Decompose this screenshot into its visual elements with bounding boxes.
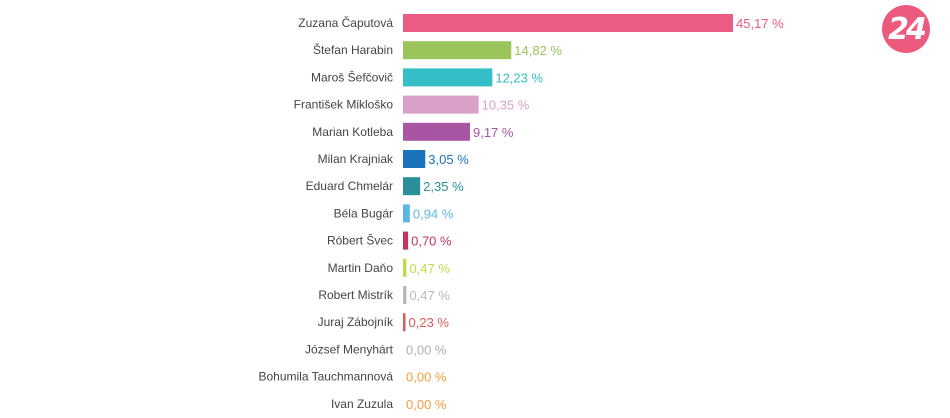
category-label: Milan Krajniak	[318, 152, 394, 166]
category-label: Štefan Harabin	[313, 42, 393, 57]
bar	[403, 68, 493, 87]
value-label: 2,35 %	[423, 179, 464, 194]
bar	[403, 95, 479, 114]
bar	[403, 122, 470, 141]
bar	[403, 313, 406, 332]
bar	[403, 231, 409, 250]
value-label: 0,70 %	[411, 234, 452, 249]
value-label: 9,17 %	[473, 125, 514, 140]
value-label: 10,35 %	[482, 98, 530, 113]
value-label: 12,23 %	[495, 70, 543, 85]
category-label: Marian Kotleba	[312, 125, 393, 139]
bar	[403, 286, 407, 304]
value-label: 0,00 %	[406, 397, 447, 412]
category-label: Zuzana Čaputová	[298, 15, 393, 30]
value-label: 0,47 %	[409, 261, 450, 276]
value-label: 0,00 %	[406, 342, 447, 357]
bar	[403, 258, 407, 277]
bar	[403, 150, 426, 168]
value-label: 0,47 %	[409, 288, 450, 303]
bar	[403, 177, 421, 196]
category-label: Eduard Chmelár	[306, 179, 393, 193]
category-label: Robert Mistrík	[318, 288, 394, 302]
category-label: Ivan Zuzula	[331, 397, 393, 411]
brand-logo: 24	[882, 5, 930, 53]
value-label: 0,23 %	[409, 315, 450, 330]
value-label: 3,05 %	[428, 152, 469, 167]
value-label: 0,94 %	[413, 206, 454, 221]
bar	[403, 41, 512, 60]
category-label: József Menyhárt	[305, 342, 394, 356]
bar	[403, 204, 410, 223]
bar	[403, 14, 733, 32]
category-label: Martin Daňo	[328, 261, 394, 275]
category-label: Juraj Zábojník	[318, 315, 394, 329]
category-label: Béla Bugár	[334, 206, 393, 220]
value-label: 14,82 %	[514, 43, 562, 58]
category-label: Maroš Šefčovič	[311, 69, 393, 84]
category-label: Róbert Švec	[327, 233, 393, 248]
category-label: Bohumila Tauchmannová	[258, 370, 393, 384]
value-label: 45,17 %	[736, 16, 784, 31]
value-label: 0,00 %	[406, 370, 447, 385]
category-label: František Mikloško	[294, 98, 394, 112]
